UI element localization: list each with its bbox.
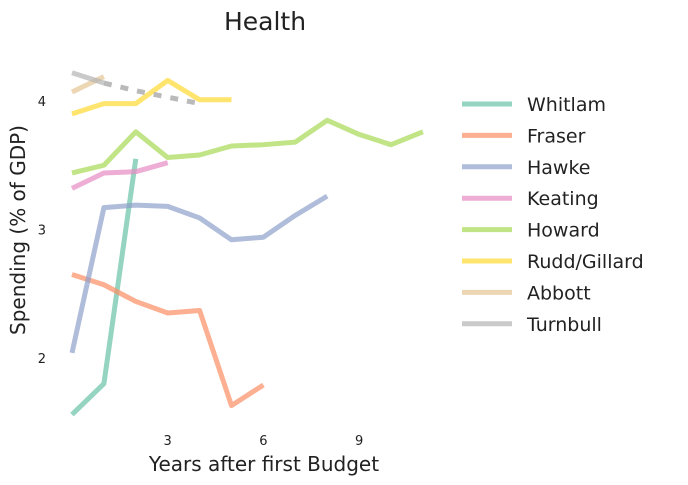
series-line-keating [70, 160, 169, 191]
y-tick-label: 2 [38, 352, 46, 367]
legend-label: Abbott [527, 282, 591, 304]
y-axis-label: Spending (% of GDP) [6, 125, 30, 335]
x-tick-label: 3 [164, 434, 172, 449]
x-axis-label: Years after first Budget [148, 452, 379, 476]
y-tick-label: 3 [38, 224, 46, 239]
legend-label: Hawke [527, 157, 591, 179]
series-line-fraser [71, 272, 265, 409]
series-line-whitlam [70, 158, 139, 417]
legend-label: Fraser [527, 125, 586, 147]
legend-label: Whitlam [527, 94, 606, 116]
legend-label: Keating [527, 188, 599, 210]
y-tick-label: 4 [38, 95, 46, 110]
series-line-rudd-gillard [71, 77, 232, 117]
x-tick-label: 6 [259, 434, 267, 449]
series-line-howard [71, 117, 424, 176]
series-line-hawke [69, 193, 329, 354]
x-tick-label: 9 [355, 434, 363, 449]
series-line-turnbull [71, 70, 105, 86]
legend-label: Turnbull [526, 314, 602, 336]
legend-label: Rudd/Gillard [527, 251, 644, 273]
legend-label: Howard [527, 220, 600, 242]
chart-title: Health [224, 7, 306, 36]
